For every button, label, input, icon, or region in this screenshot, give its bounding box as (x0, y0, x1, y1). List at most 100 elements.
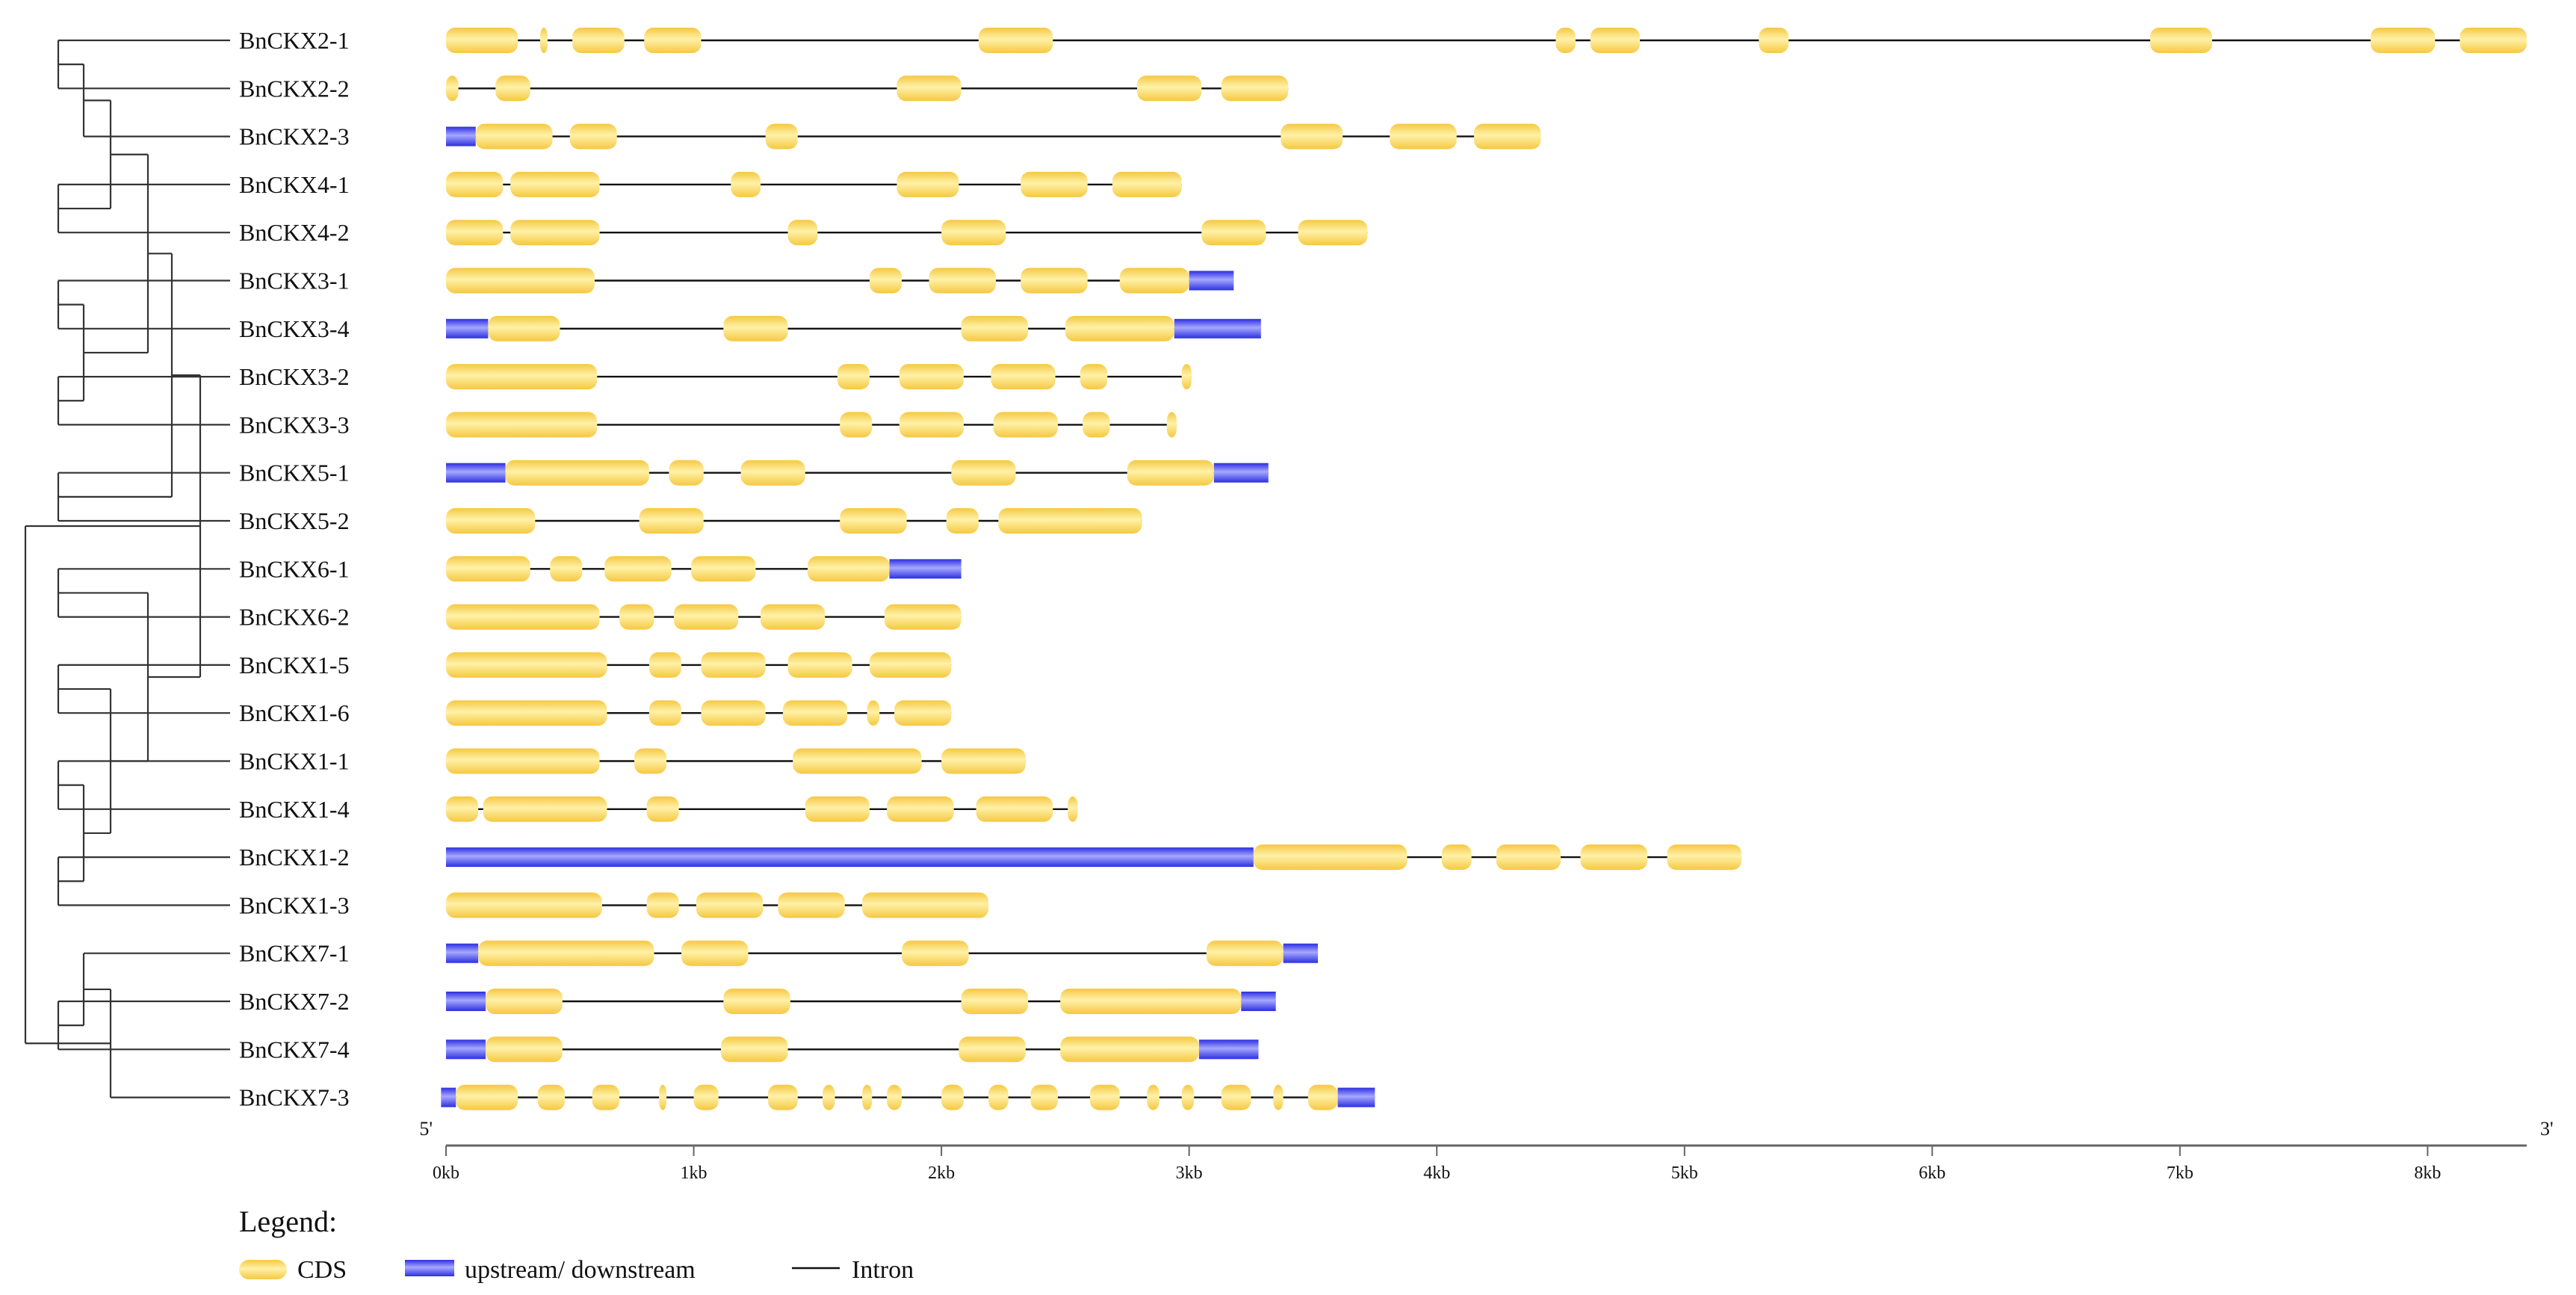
cds-exon (1580, 844, 1648, 871)
gene-model (446, 123, 1541, 149)
legend-utr-label: upstream/ downstream (465, 1256, 696, 1284)
cds-exon (1496, 844, 1561, 871)
gene-label: BnCKX5-1 (239, 460, 350, 486)
legend-cds-swatch (239, 1260, 287, 1279)
utr-segment (889, 559, 962, 579)
cds-exon (644, 28, 702, 53)
cds-exon (2459, 28, 2527, 53)
cds-exon (1201, 220, 1266, 246)
cds-exon (446, 171, 504, 197)
gene-label: BnCKX7-3 (239, 1084, 350, 1111)
cds-exon (765, 123, 798, 149)
cds-exon (446, 508, 536, 534)
cds-exon (2150, 28, 2212, 53)
cds-exon (988, 1084, 1009, 1110)
cds-exon (495, 75, 530, 102)
gene-model (446, 652, 952, 678)
gene-label: BnCKX3-1 (239, 268, 350, 294)
three-prime-label: 3' (2540, 1118, 2554, 1140)
gene-label: BnCKX2-2 (239, 75, 350, 102)
axis-tick-label: 3kb (1176, 1163, 1203, 1183)
cds-exon (446, 604, 600, 630)
gene-label: BnCKX7-4 (239, 1036, 350, 1063)
cds-exon (978, 28, 1053, 53)
axis-tick-label: 5kb (1671, 1163, 1698, 1183)
cds-exon (505, 460, 649, 486)
axis-tick-label: 2kb (928, 1163, 955, 1183)
utr-segment (446, 318, 489, 339)
cds-exon (510, 220, 600, 246)
utr-segment (446, 992, 486, 1011)
cds-exon (1181, 1084, 1195, 1110)
gene-label: BnCKX4-2 (239, 219, 350, 246)
gene-label: BnCKX3-4 (239, 315, 350, 342)
cds-exon (1390, 123, 1457, 149)
cds-exon (446, 364, 598, 390)
cds-exon (648, 700, 681, 726)
cds-exon (446, 556, 530, 582)
cds-exon (1221, 1084, 1251, 1110)
cds-exon (869, 268, 902, 294)
cds-exon (1112, 171, 1182, 197)
utr-segment (1337, 1087, 1375, 1107)
cds-exon (894, 700, 952, 726)
cds-exon (1281, 123, 1343, 149)
gene-model (446, 364, 1192, 390)
utr-segment (446, 847, 1254, 868)
gene-label: BnCKX5-2 (239, 507, 350, 534)
cds-exon (1021, 268, 1088, 294)
cds-exon (761, 604, 826, 630)
gene-model (446, 220, 1368, 246)
cds-exon (572, 28, 625, 53)
cds-exon (646, 892, 679, 918)
cds-exon (941, 220, 1006, 246)
cds-exon (446, 748, 600, 774)
utr-segment (1283, 943, 1319, 963)
cds-exon (961, 315, 1029, 341)
gene-model (446, 268, 1234, 294)
cds-exon (681, 940, 749, 966)
cds-exon (639, 508, 704, 534)
gene-model (446, 508, 1142, 534)
utr-segment (1198, 1039, 1259, 1060)
gene-label: BnCKX6-2 (239, 604, 350, 631)
cds-exon (446, 892, 602, 918)
cds-exon (648, 652, 681, 678)
cds-exon (1759, 28, 1789, 53)
cds-exon (993, 412, 1058, 438)
cds-exon (1065, 315, 1174, 341)
cds-exon (1441, 844, 1472, 871)
axis-tick-label: 4kb (1423, 1163, 1450, 1183)
gene-model (446, 412, 1177, 438)
cds-exon (862, 1084, 873, 1110)
axis-tick-label: 1kb (681, 1163, 708, 1183)
cds-exon (793, 748, 922, 774)
cds-exon (1021, 171, 1088, 197)
gene-model (446, 844, 1741, 871)
cds-exon (887, 1084, 902, 1110)
cds-exon (991, 364, 1056, 390)
scale-axis: 5' 3' 0kb 1kb 2kb 3kb 4kb 5kb 6kb 7kb 8kb (419, 1118, 2553, 1183)
cds-exon (929, 268, 997, 294)
cds-exon (884, 604, 962, 630)
axis-ticks: 0kb 1kb 2kb 3kb 4kb 5kb 6kb 7kb 8kb (433, 1146, 2441, 1183)
cds-exon (768, 1084, 798, 1110)
cds-exon (446, 412, 598, 438)
cds-exon (550, 556, 583, 582)
gene-model (446, 700, 952, 726)
gene-model (446, 75, 1289, 102)
cds-exon (2371, 28, 2436, 53)
cds-exon (1060, 1036, 1199, 1063)
gene-label: BnCKX7-2 (239, 988, 350, 1015)
cds-exon (721, 1036, 788, 1063)
cds-exon (822, 1084, 835, 1110)
cds-exon (840, 508, 907, 534)
cds-exon (446, 220, 504, 246)
cds-exon (456, 1084, 518, 1110)
cds-exon (787, 220, 818, 246)
cds-exon (887, 796, 954, 822)
gene-model (446, 460, 1269, 486)
utr-segment (1213, 463, 1269, 483)
gene-label: BnCKX3-2 (239, 363, 350, 390)
cds-exon (1206, 940, 1284, 966)
